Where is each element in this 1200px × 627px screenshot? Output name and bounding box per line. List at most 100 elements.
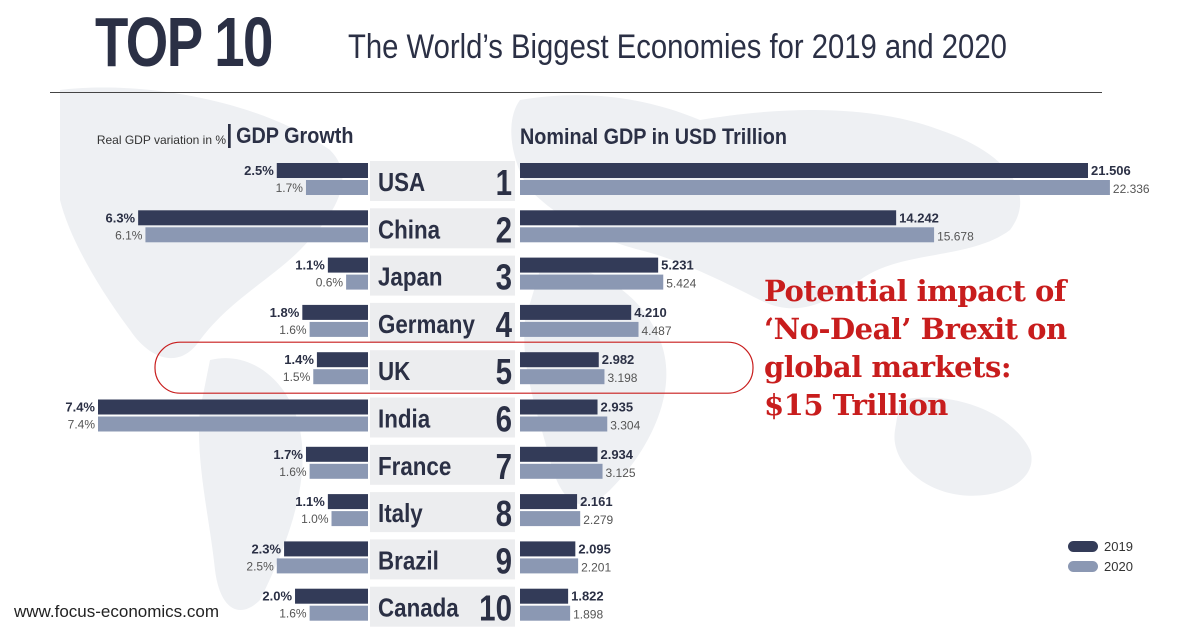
growth-label-2020-germany: 1.6% [279,323,307,337]
growth-bar-2020-japan [346,274,368,290]
legend-label-2019: 2019 [1104,538,1133,554]
nominal-label-2020-france: 3.125 [606,466,636,480]
growth-bar-2020-china [145,227,368,243]
growth-label-2020-canada: 1.6% [279,607,307,621]
nominal-bar-2019-usa [520,163,1088,178]
growth-label-2020-japan: 0.6% [316,276,344,290]
nominal-label-2019-italy: 2.161 [580,494,613,509]
nominal-bar-2020-usa [520,180,1110,195]
row-band-uk [370,350,515,391]
nominal-bar-2020-canada [520,605,571,621]
nominal-bar-2019-brazil [520,541,576,557]
country-label-china: China [378,216,441,245]
rank-label-germany: 4 [496,304,513,344]
nominal-bar-2020-china [520,227,935,243]
growth-bar-2020-usa [305,180,368,195]
growth-label-2019-uk: 1.4% [284,352,314,367]
growth-bar-2020-india [98,416,368,432]
row-band-usa [370,161,515,201]
growth-bar-2019-france [305,446,368,462]
nominal-label-2019-japan: 5.231 [661,258,694,273]
growth-bar-2020-italy [331,511,368,527]
country-label-canada: Canada [378,594,459,623]
row-band-france [370,444,515,485]
rank-label-usa: 1 [496,162,512,202]
growth-label-2020-brazil: 2.5% [246,559,274,573]
rank-label-china: 2 [496,209,512,249]
growth-bar-2019-china [138,210,368,226]
nominal-label-2020-italy: 2.279 [583,513,613,527]
annotation-line-3: global markets: [764,350,1012,384]
growth-label-2020-france: 1.6% [279,465,307,479]
growth-label-2019-brazil: 2.3% [251,541,281,556]
row-band-china [370,208,515,249]
growth-bar-2020-germany [309,321,368,337]
nominal-label-2019-canada: 1.822 [571,589,604,604]
rank-label-italy: 8 [496,493,512,533]
growth-bar-2019-usa [276,163,368,178]
nominal-label-2019-uk: 2.982 [602,352,635,367]
nominal-bar-2020-germany [520,321,639,337]
growth-bar-2020-brazil [276,558,368,574]
rank-label-india: 6 [496,399,512,439]
country-label-india: India [378,405,431,434]
growth-bar-2019-japan [327,257,368,273]
rank-label-france: 7 [496,446,512,486]
nominal-gdp-heading: Nominal GDP in USD Trillion [520,124,787,149]
title-divider [50,92,1102,93]
subtitle: The World’s Biggest Economies for 2019 a… [348,28,1007,66]
annotation-line-1: Potential impact of [764,274,1066,308]
growth-label-2020-italy: 1.0% [301,512,329,526]
gdp-growth-unit-label: Real GDP variation in % [96,133,226,147]
nominal-label-2020-germany: 4.487 [642,324,672,338]
rank-label-canada: 10 [479,588,512,627]
brexit-annotation: Potential impact of ‘No-Deal’ Brexit on … [764,272,1067,424]
nominal-bar-2019-canada [520,588,569,604]
growth-label-2019-germany: 1.8% [270,305,300,320]
nominal-bar-2020-uk [520,369,605,385]
nominal-bar-2020-brazil [520,558,579,574]
nominal-label-2020-china: 15.678 [937,229,974,243]
country-label-brazil: Brazil [378,547,439,576]
country-label-usa: USA [378,168,425,197]
rank-label-japan: 3 [496,257,512,297]
row-band-canada [370,586,515,627]
row-band-japan [370,255,515,296]
legend-item-2020: 2020 [1068,556,1133,576]
source-url: www.focus-economics.com [14,602,220,621]
growth-bar-2020-uk [313,369,368,385]
growth-label-2020-india: 7.4% [68,418,96,432]
nominal-label-2020-uk: 3.198 [607,371,637,385]
nominal-bar-2020-italy [520,511,581,527]
nominal-bar-2019-italy [520,494,578,510]
growth-bar-2020-france [309,463,368,479]
nominal-bar-2019-japan [520,257,659,273]
annotation-line-2: ‘No-Deal’ Brexit on [764,312,1067,346]
growth-label-2019-italy: 1.1% [295,494,325,509]
country-label-germany: Germany [378,310,475,339]
uk-highlight-outline [154,341,754,394]
gdp-growth-heading: GDP Growth [228,124,353,148]
growth-label-2020-china: 6.1% [115,228,143,242]
nominal-label-2019-china: 14.242 [899,210,939,225]
row-band-india [370,397,515,438]
nominal-bar-2020-france [520,463,603,479]
growth-label-2019-usa: 2.5% [244,163,274,178]
legend-label-2020: 2020 [1104,558,1133,574]
growth-label-2019-china: 6.3% [105,210,135,225]
nominal-bar-2019-germany [520,304,632,320]
country-label-japan: Japan [378,263,443,292]
nominal-label-2020-india: 3.304 [610,419,640,433]
growth-label-2020-uk: 1.5% [283,370,311,384]
growth-bar-2019-canada [295,588,368,604]
row-band-italy [370,492,515,533]
growth-bar-2019-germany [302,304,368,320]
growth-bar-2019-india [98,399,368,415]
main-title: TOP 10 [95,3,273,81]
growth-label-2019-india: 7.4% [65,400,95,415]
row-band-germany [370,302,515,343]
annotation-line-4: $15 Trillion [764,388,948,422]
rank-label-uk: 5 [496,351,512,391]
legend-swatch-2020 [1068,560,1098,572]
